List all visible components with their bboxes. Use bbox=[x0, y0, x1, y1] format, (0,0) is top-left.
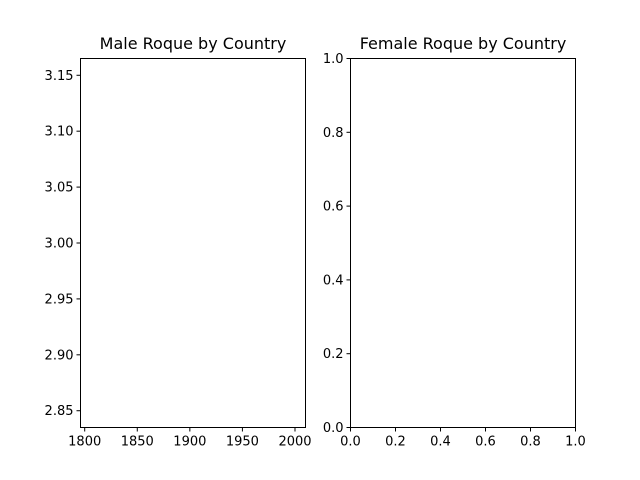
y-tick-label: 0.0 bbox=[323, 421, 344, 436]
y-tick-label: 3.05 bbox=[45, 181, 74, 196]
y-axis: 0.0 0.2 0.4 0.6 0.8 1.0 bbox=[323, 52, 351, 436]
x-tick-label: 1850 bbox=[121, 435, 154, 450]
chart-title: Male Roque by Country bbox=[100, 34, 287, 53]
y-tick-label: 2.85 bbox=[45, 404, 74, 419]
x-tick-label: 2000 bbox=[278, 435, 311, 450]
x-axis: 1800 1850 1900 1950 2000 bbox=[68, 427, 312, 450]
y-tick-label: 2.90 bbox=[45, 348, 74, 363]
y-tick-label: 3.10 bbox=[45, 125, 74, 140]
y-tick-label: 0.4 bbox=[323, 273, 344, 288]
x-tick-label: 0.2 bbox=[385, 435, 406, 450]
x-tick-label: 0.6 bbox=[475, 435, 496, 450]
y-tick-label: 1.0 bbox=[323, 52, 344, 67]
x-tick-label: 0.8 bbox=[520, 435, 541, 450]
subplot-female-roque: Female Roque by Country 0.0 0.2 0.4 0.6 0.8 1… bbox=[323, 34, 586, 450]
chart-title: Female Roque by Country bbox=[360, 34, 567, 53]
y-tick-label: 0.2 bbox=[323, 347, 344, 362]
x-tick-label: 1.0 bbox=[565, 435, 586, 450]
y-tick-label: 0.6 bbox=[323, 200, 344, 215]
x-tick-label: 0.0 bbox=[340, 435, 361, 450]
subplot-male-roque: Male Roque by Country 1800 1850 1900 1950 20… bbox=[45, 34, 312, 450]
y-tick-label: 3.00 bbox=[45, 237, 74, 252]
y-tick-label: 3.15 bbox=[45, 69, 74, 84]
x-tick-label: 0.4 bbox=[430, 435, 451, 450]
x-axis: 0.0 0.2 0.4 0.6 0.8 1.0 bbox=[340, 427, 586, 450]
x-tick-label: 1950 bbox=[226, 435, 259, 450]
x-tick-label: 1800 bbox=[68, 435, 101, 450]
y-tick-label: 2.95 bbox=[45, 292, 74, 307]
x-tick-label: 1900 bbox=[173, 435, 206, 450]
y-tick-label: 0.8 bbox=[323, 126, 344, 141]
y-axis: 2.85 2.90 2.95 3.00 3.05 3.10 3.15 bbox=[45, 69, 81, 419]
plot-area-frame bbox=[80, 58, 306, 428]
plot-area-frame bbox=[350, 58, 576, 428]
